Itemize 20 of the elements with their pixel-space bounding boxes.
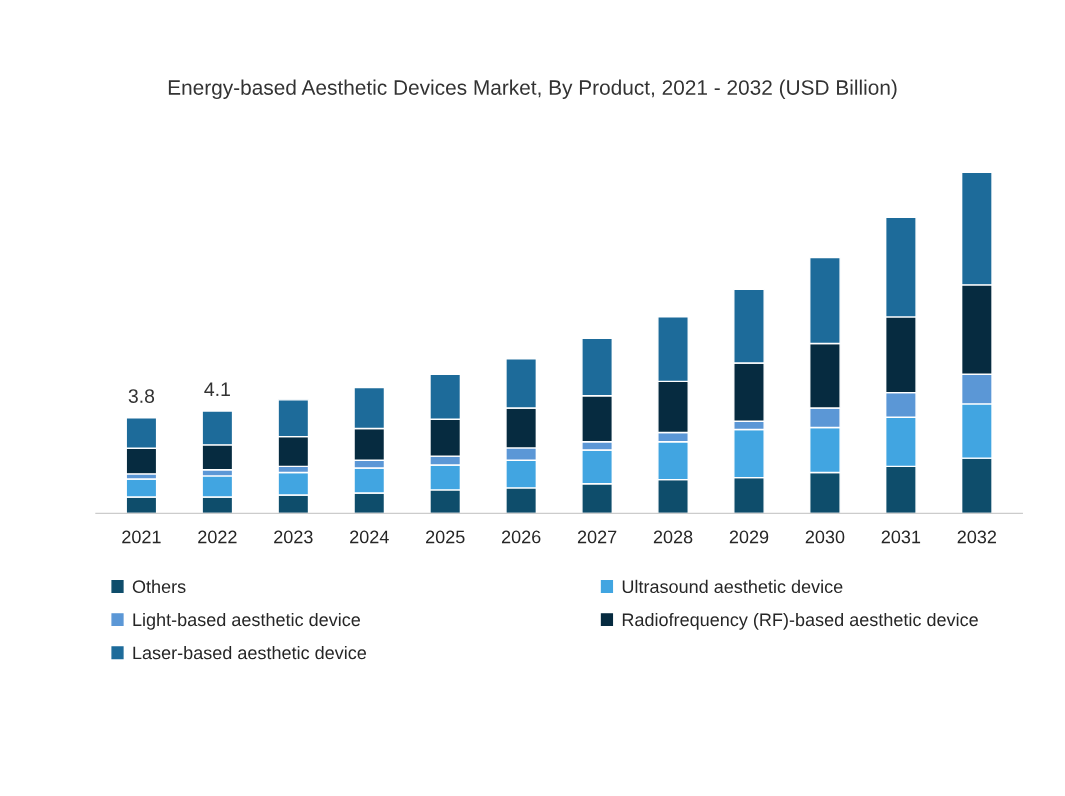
legend-label: Laser-based aesthetic device <box>133 645 367 660</box>
legend-label: Radiofrequency (RF)-based aesthetic device <box>622 612 978 630</box>
x-tick-label: 2021 <box>122 530 161 544</box>
x-tick-label: 2022 <box>198 530 237 544</box>
x-tick-label: 2023 <box>274 530 313 544</box>
x-tick-label: 2031 <box>881 530 921 544</box>
x-tick-label: 2025 <box>426 530 465 544</box>
x-tick-label: 2032 <box>957 530 997 544</box>
x-tick-label: 2026 <box>501 530 541 544</box>
legend-label: Others <box>132 579 186 594</box>
x-tick-label: 2027 <box>577 530 617 544</box>
annotation: 3.8 <box>128 389 155 403</box>
x-tick-label: 2024 <box>350 530 389 544</box>
x-tick-label: 2028 <box>653 530 693 544</box>
legend-label: Ultrasound aesthetic device <box>622 579 843 594</box>
chart-title: Energy-based Aesthetic Devices Market, By Product, 2021 - 2032 (USD Billion) <box>168 79 897 100</box>
annotation: 4.1 <box>204 382 230 396</box>
x-tick-label: 2029 <box>729 530 769 544</box>
x-tick-label: 2030 <box>805 530 845 544</box>
legend-label: Light-based aesthetic device <box>133 612 361 630</box>
